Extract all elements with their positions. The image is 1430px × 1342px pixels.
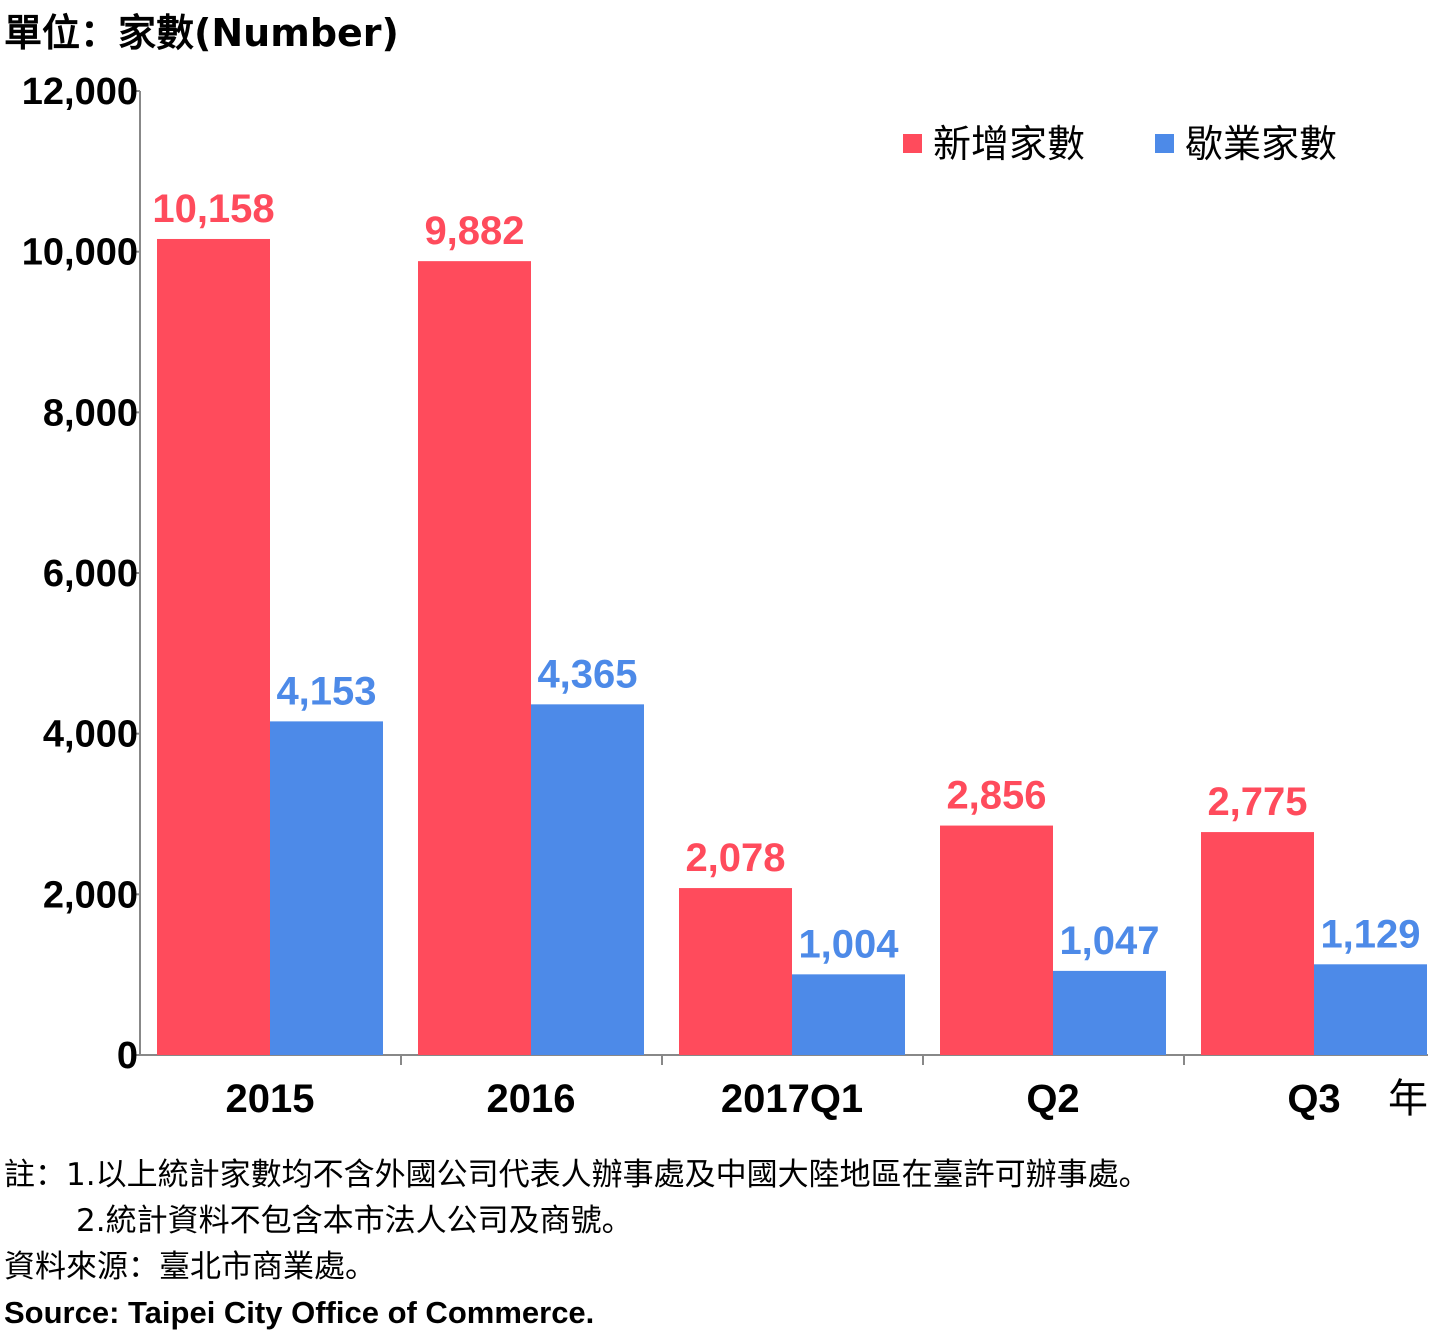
legend-label: 新增家數 [933, 122, 1085, 166]
note-2: 2.統計資料不包含本市法人公司及商號。 [76, 1203, 633, 1239]
x-tick-label: 2016 [487, 1077, 576, 1121]
bar-closed [1314, 964, 1427, 1055]
bar-new [418, 261, 531, 1055]
bar-new [1201, 832, 1314, 1055]
data-label: 10,158 [152, 187, 274, 231]
bar-closed [1053, 970, 1166, 1055]
bar-closed [270, 721, 383, 1055]
bar-chart: 0 2,000 4,000 6,000 8,000 10,000 12,000 10,158 9… [22, 71, 1428, 1122]
data-label: 1,129 [1320, 912, 1420, 956]
note-1: 註：1.以上統計家數均不含外國公司代表人辦事處及中國大陸地區在臺許可辦事處。 [4, 1157, 1150, 1193]
legend-label: 歇業家數 [1185, 122, 1337, 166]
source-zh: 資料來源：臺北市商業處。 [4, 1249, 376, 1285]
y-tick-label: 0 [117, 1035, 138, 1077]
y-tick-label: 4,000 [43, 714, 138, 756]
data-label: 9,882 [424, 209, 524, 253]
data-label: 1,004 [798, 922, 899, 966]
y-tick-label: 6,000 [43, 553, 138, 595]
data-label: 1,047 [1059, 919, 1159, 963]
legend-swatch [903, 134, 922, 153]
y-tick-label: 12,000 [22, 71, 138, 113]
x-tick-label: 2015 [226, 1077, 315, 1121]
unit-label: 單位：家數(Number) [4, 11, 399, 55]
y-tick-label: 8,000 [43, 392, 138, 434]
y-tick-label: 2,000 [43, 874, 138, 916]
data-label: 2,775 [1207, 780, 1307, 824]
source-en: Source: Taipei City Office of Commerce. [4, 1295, 595, 1330]
legend-swatch [1155, 134, 1174, 153]
notes: 註：1.以上統計家數均不含外國公司代表人辦事處及中國大陸地區在臺許可辦事處。 2… [4, 1152, 1150, 1336]
bar-new [157, 238, 270, 1055]
data-label: 2,078 [685, 836, 785, 880]
data-label: 2,856 [946, 774, 1046, 818]
bar-new [679, 888, 792, 1055]
bar-new [940, 825, 1053, 1055]
x-tick-label: 2017Q1 [721, 1077, 863, 1121]
bar-closed [792, 974, 905, 1055]
x-unit-label: 年 [1388, 1076, 1428, 1122]
x-tick-label: Q3 [1287, 1077, 1340, 1121]
bar-closed [531, 704, 644, 1055]
x-tick-label: Q2 [1026, 1077, 1079, 1121]
data-label: 4,365 [537, 652, 637, 696]
y-tick-label: 10,000 [22, 232, 138, 274]
data-label: 4,153 [276, 669, 376, 713]
